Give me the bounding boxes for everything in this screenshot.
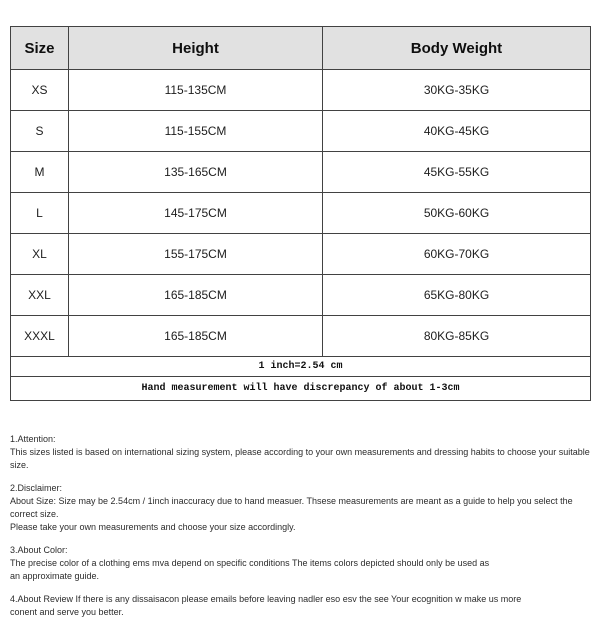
- weight-cell: 30KG-35KG: [322, 69, 591, 111]
- height-cell: 165-185CM: [68, 315, 323, 357]
- table-row: M 135-165CM 45KG-55KG: [10, 151, 591, 193]
- table-row: S 115-155CM 40KG-45KG: [10, 110, 591, 152]
- height-cell: 165-185CM: [68, 274, 323, 316]
- height-cell: 145-175CM: [68, 192, 323, 234]
- table-row: L 145-175CM 50KG-60KG: [10, 192, 591, 234]
- size-cell: XL: [10, 233, 69, 275]
- note-title: 3.About Color:: [10, 545, 68, 555]
- note-attention: 1.Attention: This sizes listed is based …: [10, 433, 592, 472]
- note-body: The precise color of a clothing ems mva …: [10, 558, 490, 581]
- weight-cell: 60KG-70KG: [322, 233, 591, 275]
- height-cell: 115-135CM: [68, 69, 323, 111]
- size-cell: L: [10, 192, 69, 234]
- size-chart-table: Size Height Body Weight XS 115-135CM 30K…: [10, 26, 591, 401]
- size-cell: M: [10, 151, 69, 193]
- measurement-discrepancy-note: Hand measurement will have discrepancy o…: [10, 376, 591, 401]
- table-footer-row: Hand measurement will have discrepancy o…: [10, 376, 591, 401]
- size-cell: XXXL: [10, 315, 69, 357]
- weight-cell: 65KG-80KG: [322, 274, 591, 316]
- note-about-review: 4.About Review If there is any dissaisac…: [10, 593, 592, 619]
- size-cell: XXL: [10, 274, 69, 316]
- height-cell: 155-175CM: [68, 233, 323, 275]
- note-title: 2.Disclaimer:: [10, 483, 63, 493]
- column-header-size: Size: [10, 26, 69, 70]
- weight-cell: 40KG-45KG: [322, 110, 591, 152]
- weight-cell: 45KG-55KG: [322, 151, 591, 193]
- table-row: XL 155-175CM 60KG-70KG: [10, 233, 591, 275]
- column-header-body-weight: Body Weight: [322, 26, 591, 70]
- note-disclaimer: 2.Disclaimer: About Size: Size may be 2.…: [10, 482, 592, 534]
- table-footer-row: 1 inch=2.54 cm: [10, 356, 591, 377]
- table-row: XXL 165-185CM 65KG-80KG: [10, 274, 591, 316]
- note-body: This sizes listed is based on internatio…: [10, 447, 590, 470]
- note-body: 4.About Review If there is any dissaisac…: [10, 594, 522, 617]
- note-title: 1.Attention:: [10, 434, 56, 444]
- table-row: XS 115-135CM 30KG-35KG: [10, 69, 591, 111]
- header-row: Size Height Body Weight: [10, 26, 591, 70]
- weight-cell: 80KG-85KG: [322, 315, 591, 357]
- column-header-height: Height: [68, 26, 323, 70]
- note-about-color: 3.About Color: The precise color of a cl…: [10, 544, 592, 583]
- size-cell: S: [10, 110, 69, 152]
- inch-conversion-note: 1 inch=2.54 cm: [10, 356, 591, 377]
- notes-section: 1.Attention: This sizes listed is based …: [10, 433, 592, 629]
- size-cell: XS: [10, 69, 69, 111]
- table-row: XXXL 165-185CM 80KG-85KG: [10, 315, 591, 357]
- weight-cell: 50KG-60KG: [322, 192, 591, 234]
- height-cell: 135-165CM: [68, 151, 323, 193]
- note-body: About Size: Size may be 2.54cm / 1inch i…: [10, 496, 573, 532]
- height-cell: 115-155CM: [68, 110, 323, 152]
